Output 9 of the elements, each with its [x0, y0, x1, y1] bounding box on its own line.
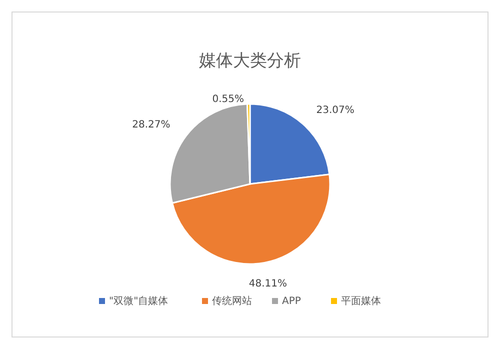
data-label: 28.27%	[132, 120, 170, 131]
data-label: 48.11%	[248, 278, 288, 290]
data-label: 0.55%	[212, 94, 244, 105]
legend-label: APP	[282, 296, 301, 307]
chart-title: 媒体大类分析	[199, 51, 301, 71]
legend-label: "双微"自媒体	[109, 295, 168, 307]
legend-label: 传统网站	[212, 295, 252, 307]
legend-label: 平面媒体	[341, 295, 381, 307]
data-label: 23.07%	[316, 105, 354, 116]
